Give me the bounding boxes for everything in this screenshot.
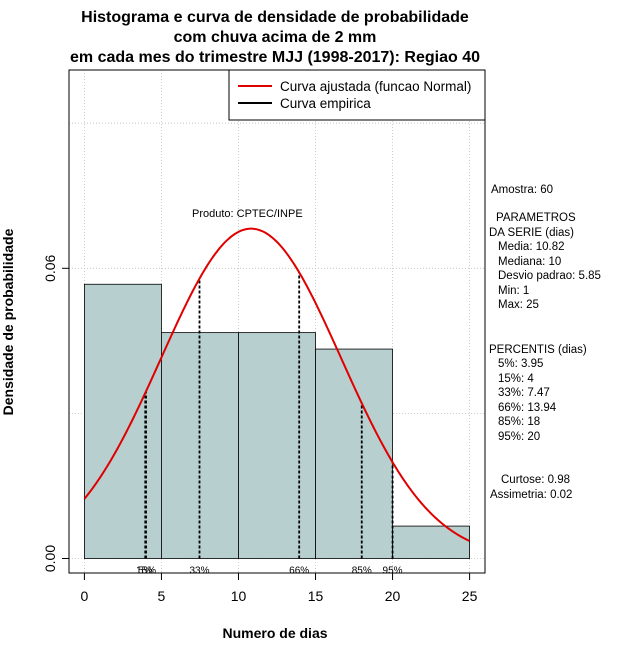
chart-title-line-1: Histograma e curva de densidade de proba… <box>81 9 469 26</box>
y-axis-title: Densidade de probabilidade <box>0 228 16 415</box>
histogram-bar-1 <box>84 283 162 559</box>
percentile-label-4: 66% <box>289 565 309 576</box>
stat-p33: 33%: 7.47 <box>498 387 550 399</box>
stat-mediana: Mediana: 10 <box>498 256 561 268</box>
percentile-label-6: 95% <box>383 565 403 576</box>
legend-box <box>228 69 486 121</box>
stat-p15: 15%: 4 <box>498 373 534 385</box>
stat-media: Media: 10.82 <box>498 241 565 253</box>
stat-p85: 85%: 18 <box>498 416 540 428</box>
stat-max: Max: 25 <box>498 299 539 311</box>
legend-label-fit: Curva ajustada (funcao Normal) <box>280 79 471 94</box>
x-tick-label-10: 10 <box>231 588 247 604</box>
stat-curtose: Curtose: 0.98 <box>501 474 570 486</box>
stat-p66: 66%: 13.94 <box>498 402 557 414</box>
stat-min: Min: 1 <box>498 285 529 297</box>
percentile-labels: 5%15% 33% 66% 85% 95% <box>136 565 403 576</box>
y-tick-label-1: 0.06 <box>42 254 58 281</box>
percentile-label-2: 15% <box>136 565 156 576</box>
legend: Curva ajustada (funcao Normal) Curva emp… <box>228 69 486 121</box>
x-tick-label-15: 15 <box>308 588 324 604</box>
histogram-bar-4 <box>315 348 393 559</box>
chart-title-line-3: em cada mes do trimestre MJJ (1998-2017)… <box>70 49 480 66</box>
percentile-label-5: 85% <box>352 565 372 576</box>
percentile-label-3: 33% <box>189 565 209 576</box>
x-axis: 0 5 10 15 20 25 <box>81 572 478 604</box>
histogram-bar-3 <box>238 332 316 559</box>
x-tick-label-20: 20 <box>385 588 401 604</box>
product-annotation: Produto: CPTEC/INPE <box>192 208 303 220</box>
stat-percentis-header: PERCENTIS (dias) <box>489 344 587 356</box>
x-tick-label-25: 25 <box>462 588 478 604</box>
y-tick-label-0: 0.00 <box>42 545 58 572</box>
stat-params-subheader: DA SERIE (dias) <box>489 227 574 239</box>
stat-sample: Amostra: 60 <box>491 184 553 196</box>
stat-desvio: Desvio padrao: 5.85 <box>498 270 601 282</box>
stat-p5: 5%: 3.95 <box>498 358 543 370</box>
stat-params-header: PARAMETROS <box>496 212 576 224</box>
stat-assimetria: Assimetria: 0.02 <box>490 489 572 501</box>
stat-p95: 95%: 20 <box>498 431 540 443</box>
histogram-bars <box>84 283 470 559</box>
percentile-lines <box>144 272 394 559</box>
x-tick-label-0: 0 <box>81 588 89 604</box>
stats-panel: Amostra: 60 PARAMETROS DA SERIE (dias) M… <box>489 184 601 501</box>
normal-fit-curve <box>83 227 471 542</box>
chart-title-line-2: com chuva acima de 2 mm <box>174 29 377 46</box>
legend-label-empirical: Curva empirica <box>280 96 371 111</box>
y-axis: 0.00 0.06 <box>42 254 70 572</box>
histogram-bar-5 <box>392 525 470 559</box>
x-axis-title: Numero de dias <box>222 625 327 641</box>
percentile-label-1: 5% <box>138 565 153 576</box>
x-tick-label-5: 5 <box>158 588 166 604</box>
